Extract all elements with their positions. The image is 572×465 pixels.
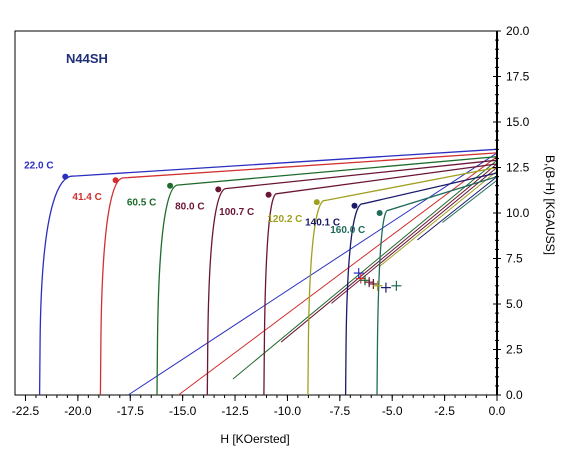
knee-marker (167, 182, 174, 189)
x-tick-label: -5.0 (382, 404, 403, 418)
knee-marker (376, 210, 383, 216)
intrinsic-curve (379, 170, 498, 267)
normal-curve (307, 166, 498, 396)
chart-title: N44SH (66, 51, 108, 66)
intrinsic-curve (331, 167, 498, 304)
x-tick-label: -22.5 (12, 404, 40, 418)
normal-curve (156, 155, 498, 396)
labels-layer: 22.0 C 41.4 C 60.5 C 80.0 C 100.7 C 120.2 C 14… (24, 161, 365, 236)
temperature-label: 80.0 C (175, 201, 204, 212)
intrinsic-curve (442, 179, 498, 223)
y-axis-label: B,(B-H) [KGAUSS] (543, 155, 557, 255)
x-tick-label: -7.5 (329, 404, 350, 418)
temperature-label: 41.4 C (72, 192, 101, 203)
y-tick-label: 5.0 (506, 297, 523, 311)
normal-curve (38, 148, 498, 396)
curves-layer (38, 148, 498, 396)
intrinsic-curve (280, 163, 498, 343)
normal-curve (263, 163, 498, 396)
intrinsic-curve (232, 159, 498, 380)
normal-curve (376, 175, 498, 396)
x-tick-label: -20.0 (64, 404, 92, 418)
intrinsic-curve (417, 176, 498, 241)
knee-marker (215, 186, 222, 193)
knee-marker (351, 202, 358, 209)
y-tick-label: 20.0 (506, 24, 530, 38)
intrinsic-curve (127, 152, 498, 396)
x-tick-label: -17.5 (117, 404, 145, 418)
knee-marker (62, 173, 69, 180)
knee-marker (265, 191, 272, 198)
x-axis: -22.5 -20.0 -17.5 -15.0 -12.5 -10.0 -7.5 -5.0 -2… (12, 395, 506, 418)
temperature-label: 160.0 C (330, 225, 365, 236)
x-tick-label: -12.5 (221, 404, 249, 418)
x-tick-label: -15.0 (169, 404, 197, 418)
temperature-label: 22.0 C (24, 161, 53, 172)
y-axis: 0.0 2.5 5.0 7.5 10.0 12.5 15.0 17.5 20.0 (493, 24, 530, 402)
markers-layer (62, 173, 402, 293)
intrinsic-curve (178, 156, 498, 396)
plot-frame (14, 30, 498, 396)
normal-curve (206, 159, 498, 396)
y-tick-label: 10.0 (506, 206, 530, 220)
temperature-label: 120.2 C (267, 214, 302, 225)
y-tick-label: 7.5 (506, 252, 523, 266)
y-tick-label: 12.5 (506, 161, 530, 175)
y-tick-label: 17.5 (506, 70, 530, 84)
temperature-label: 60.5 C (127, 198, 156, 209)
y-tick-label: 2.5 (506, 343, 523, 357)
normal-curve (99, 152, 498, 396)
temperature-label: 100.7 C (219, 207, 254, 218)
normal-curve (344, 172, 498, 396)
knee-marker (313, 199, 320, 206)
x-tick-label: 0.0 (489, 404, 506, 418)
temperature-label: 140.1 C (305, 218, 340, 229)
x-tick-label: -10.0 (274, 404, 302, 418)
knee-marker (112, 177, 119, 184)
y-tick-label: 0.0 (506, 388, 523, 402)
y-tick-label: 15.0 (506, 115, 530, 129)
x-tick-label: -2.5 (434, 404, 455, 418)
x-axis-label: H [KOersted] (220, 432, 289, 446)
